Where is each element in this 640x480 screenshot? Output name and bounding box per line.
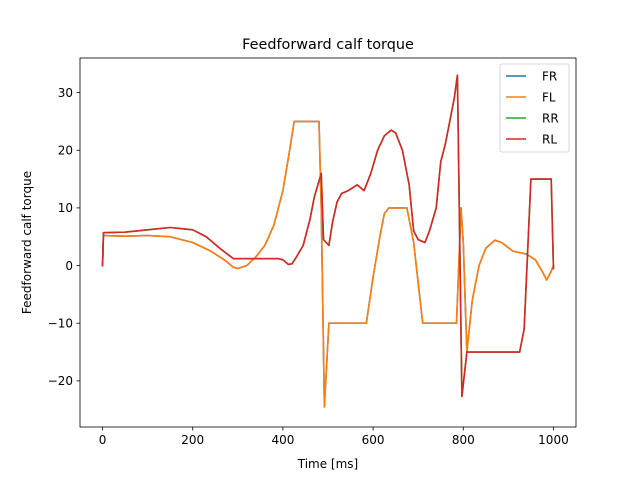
x-tick-label: 800 — [452, 433, 475, 447]
legend-label-rl: RL — [542, 132, 557, 146]
y-tick-label: 30 — [58, 86, 73, 100]
series-line-rl — [101, 74, 555, 398]
series-line-fl — [101, 120, 555, 408]
x-axis: 0 200 400 600 800 1000 — [99, 427, 569, 447]
legend: FR FL RR RL — [499, 63, 570, 153]
legend-box — [499, 63, 570, 153]
x-tick-label: 1000 — [538, 433, 569, 447]
x-tick-label: 0 — [99, 433, 107, 447]
x-axis-label: Time [ms] — [297, 457, 359, 471]
legend-label-fr: FR — [542, 69, 557, 83]
legend-label-fl: FL — [542, 90, 556, 104]
y-tick-label: 20 — [58, 144, 73, 158]
y-tick-label: −10 — [48, 317, 73, 331]
series-layer — [101, 74, 555, 408]
x-tick-label: 400 — [271, 433, 294, 447]
x-tick-label: 200 — [181, 433, 204, 447]
plot-area-frame — [79, 57, 577, 428]
y-tick-label: 0 — [65, 259, 73, 273]
x-tick-label: 600 — [362, 433, 385, 447]
y-axis: −20 −10 0 10 20 30 — [48, 86, 80, 388]
y-tick-label: −20 — [48, 374, 73, 388]
y-axis-label: Feedforward calf torque — [20, 171, 34, 314]
chart-title: Feedforward calf torque — [242, 37, 414, 53]
legend-label-rr: RR — [542, 111, 559, 125]
y-tick-label: 10 — [58, 201, 73, 215]
